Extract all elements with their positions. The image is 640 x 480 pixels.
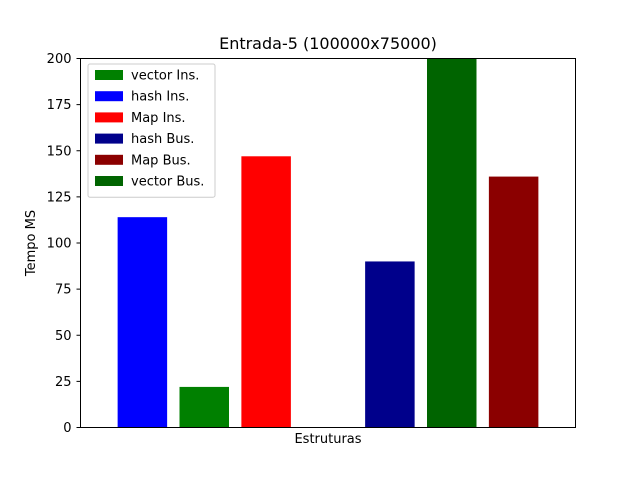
x-axis-label: Estruturas xyxy=(294,432,361,447)
legend-swatch xyxy=(95,176,123,186)
legend-swatch xyxy=(95,91,123,102)
bar-6 xyxy=(427,58,477,428)
y-axis-label: Tempo MS xyxy=(24,210,39,277)
legend-swatch xyxy=(95,154,123,165)
y-tick-label: 100 xyxy=(47,237,72,252)
y-tick-label: 0 xyxy=(63,421,71,436)
bar-7 xyxy=(488,176,539,428)
chart-title: Entrada-5 (100000x75000) xyxy=(219,34,437,53)
legend-label: vector Ins. xyxy=(131,69,199,84)
plot-frame xyxy=(80,58,576,428)
bars-group xyxy=(117,58,539,428)
bar-1 xyxy=(117,217,168,428)
y-tick-label: 175 xyxy=(47,98,72,113)
legend-swatch xyxy=(95,112,123,123)
bar-5 xyxy=(365,261,415,428)
y-axis: 0 25 50 75 100 125 150 175 200 xyxy=(47,52,81,436)
bar-3 xyxy=(241,156,291,428)
legend-label: hash Ins. xyxy=(131,90,189,105)
legend-swatch xyxy=(95,133,123,144)
y-tick-label: 25 xyxy=(55,375,72,390)
legend-label: Map Ins. xyxy=(131,111,186,126)
y-tick-label: 150 xyxy=(47,144,72,159)
y-tick-label: 200 xyxy=(47,52,72,67)
legend: vector Ins. hash Ins. Map Ins. hash Bus. Map… xyxy=(87,63,216,198)
y-tick-label: 125 xyxy=(47,190,72,205)
legend-label: vector Bus. xyxy=(131,175,204,190)
y-tick-label: 50 xyxy=(55,329,72,344)
bar-2 xyxy=(179,386,229,428)
y-tick-label: 75 xyxy=(55,283,72,298)
legend-swatch xyxy=(95,70,123,80)
legend-label: hash Bus. xyxy=(131,132,194,147)
legend-label: Map Bus. xyxy=(131,153,191,168)
